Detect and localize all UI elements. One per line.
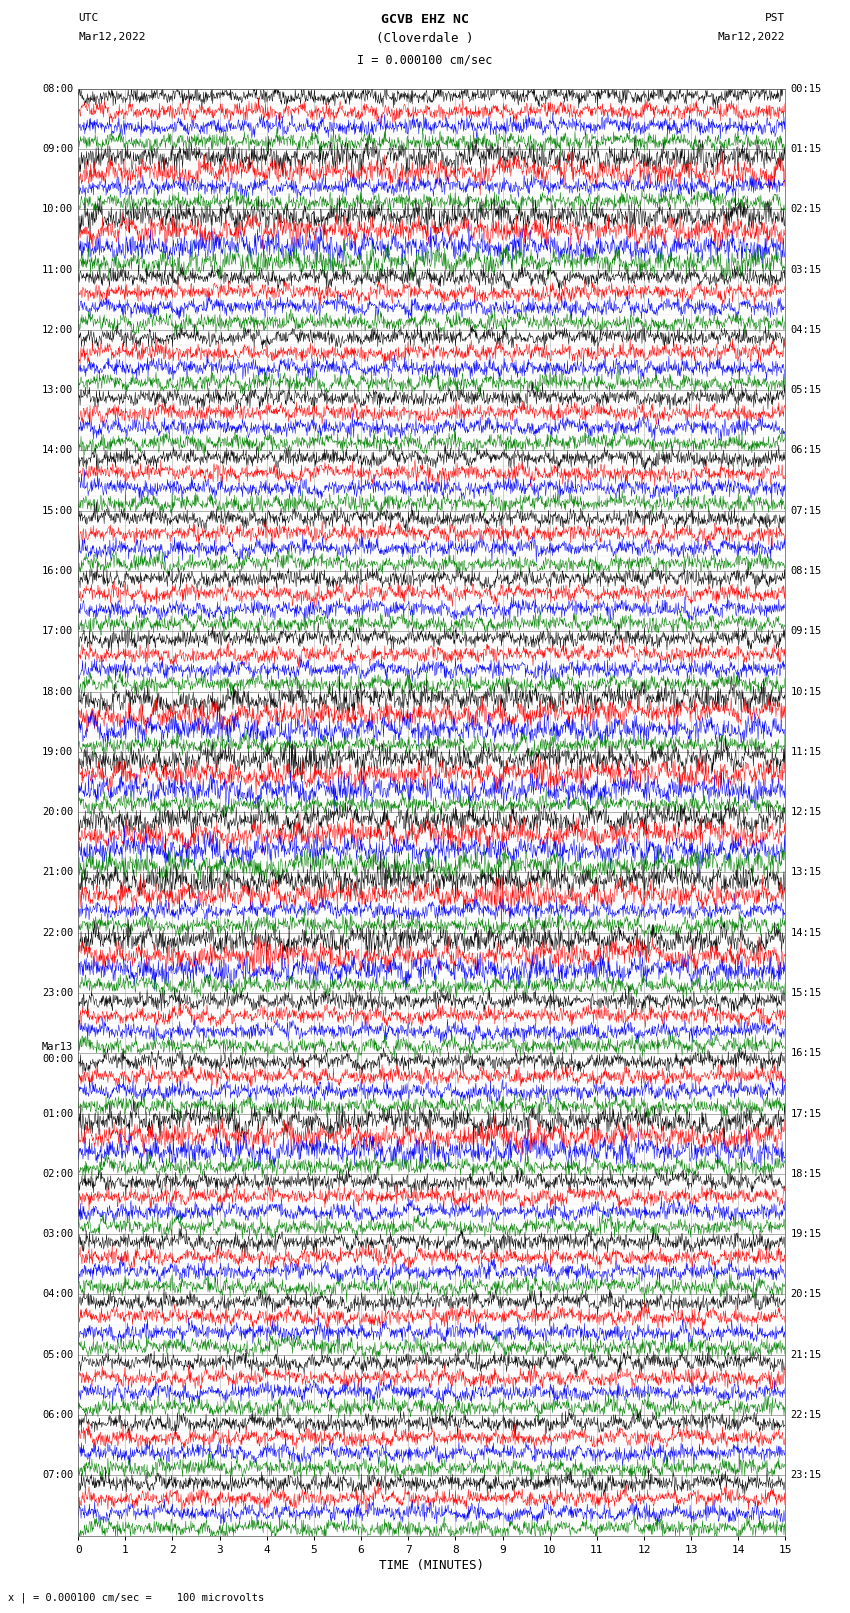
Text: UTC: UTC: [78, 13, 99, 23]
Text: Mar12,2022: Mar12,2022: [718, 32, 785, 42]
X-axis label: TIME (MINUTES): TIME (MINUTES): [379, 1558, 484, 1571]
Text: x | = 0.000100 cm/sec =    100 microvolts: x | = 0.000100 cm/sec = 100 microvolts: [8, 1592, 264, 1603]
Text: Mar12,2022: Mar12,2022: [78, 32, 145, 42]
Text: (Cloverdale ): (Cloverdale ): [377, 32, 473, 45]
Text: I = 0.000100 cm/sec: I = 0.000100 cm/sec: [357, 53, 493, 66]
Text: PST: PST: [765, 13, 785, 23]
Text: GCVB EHZ NC: GCVB EHZ NC: [381, 13, 469, 26]
